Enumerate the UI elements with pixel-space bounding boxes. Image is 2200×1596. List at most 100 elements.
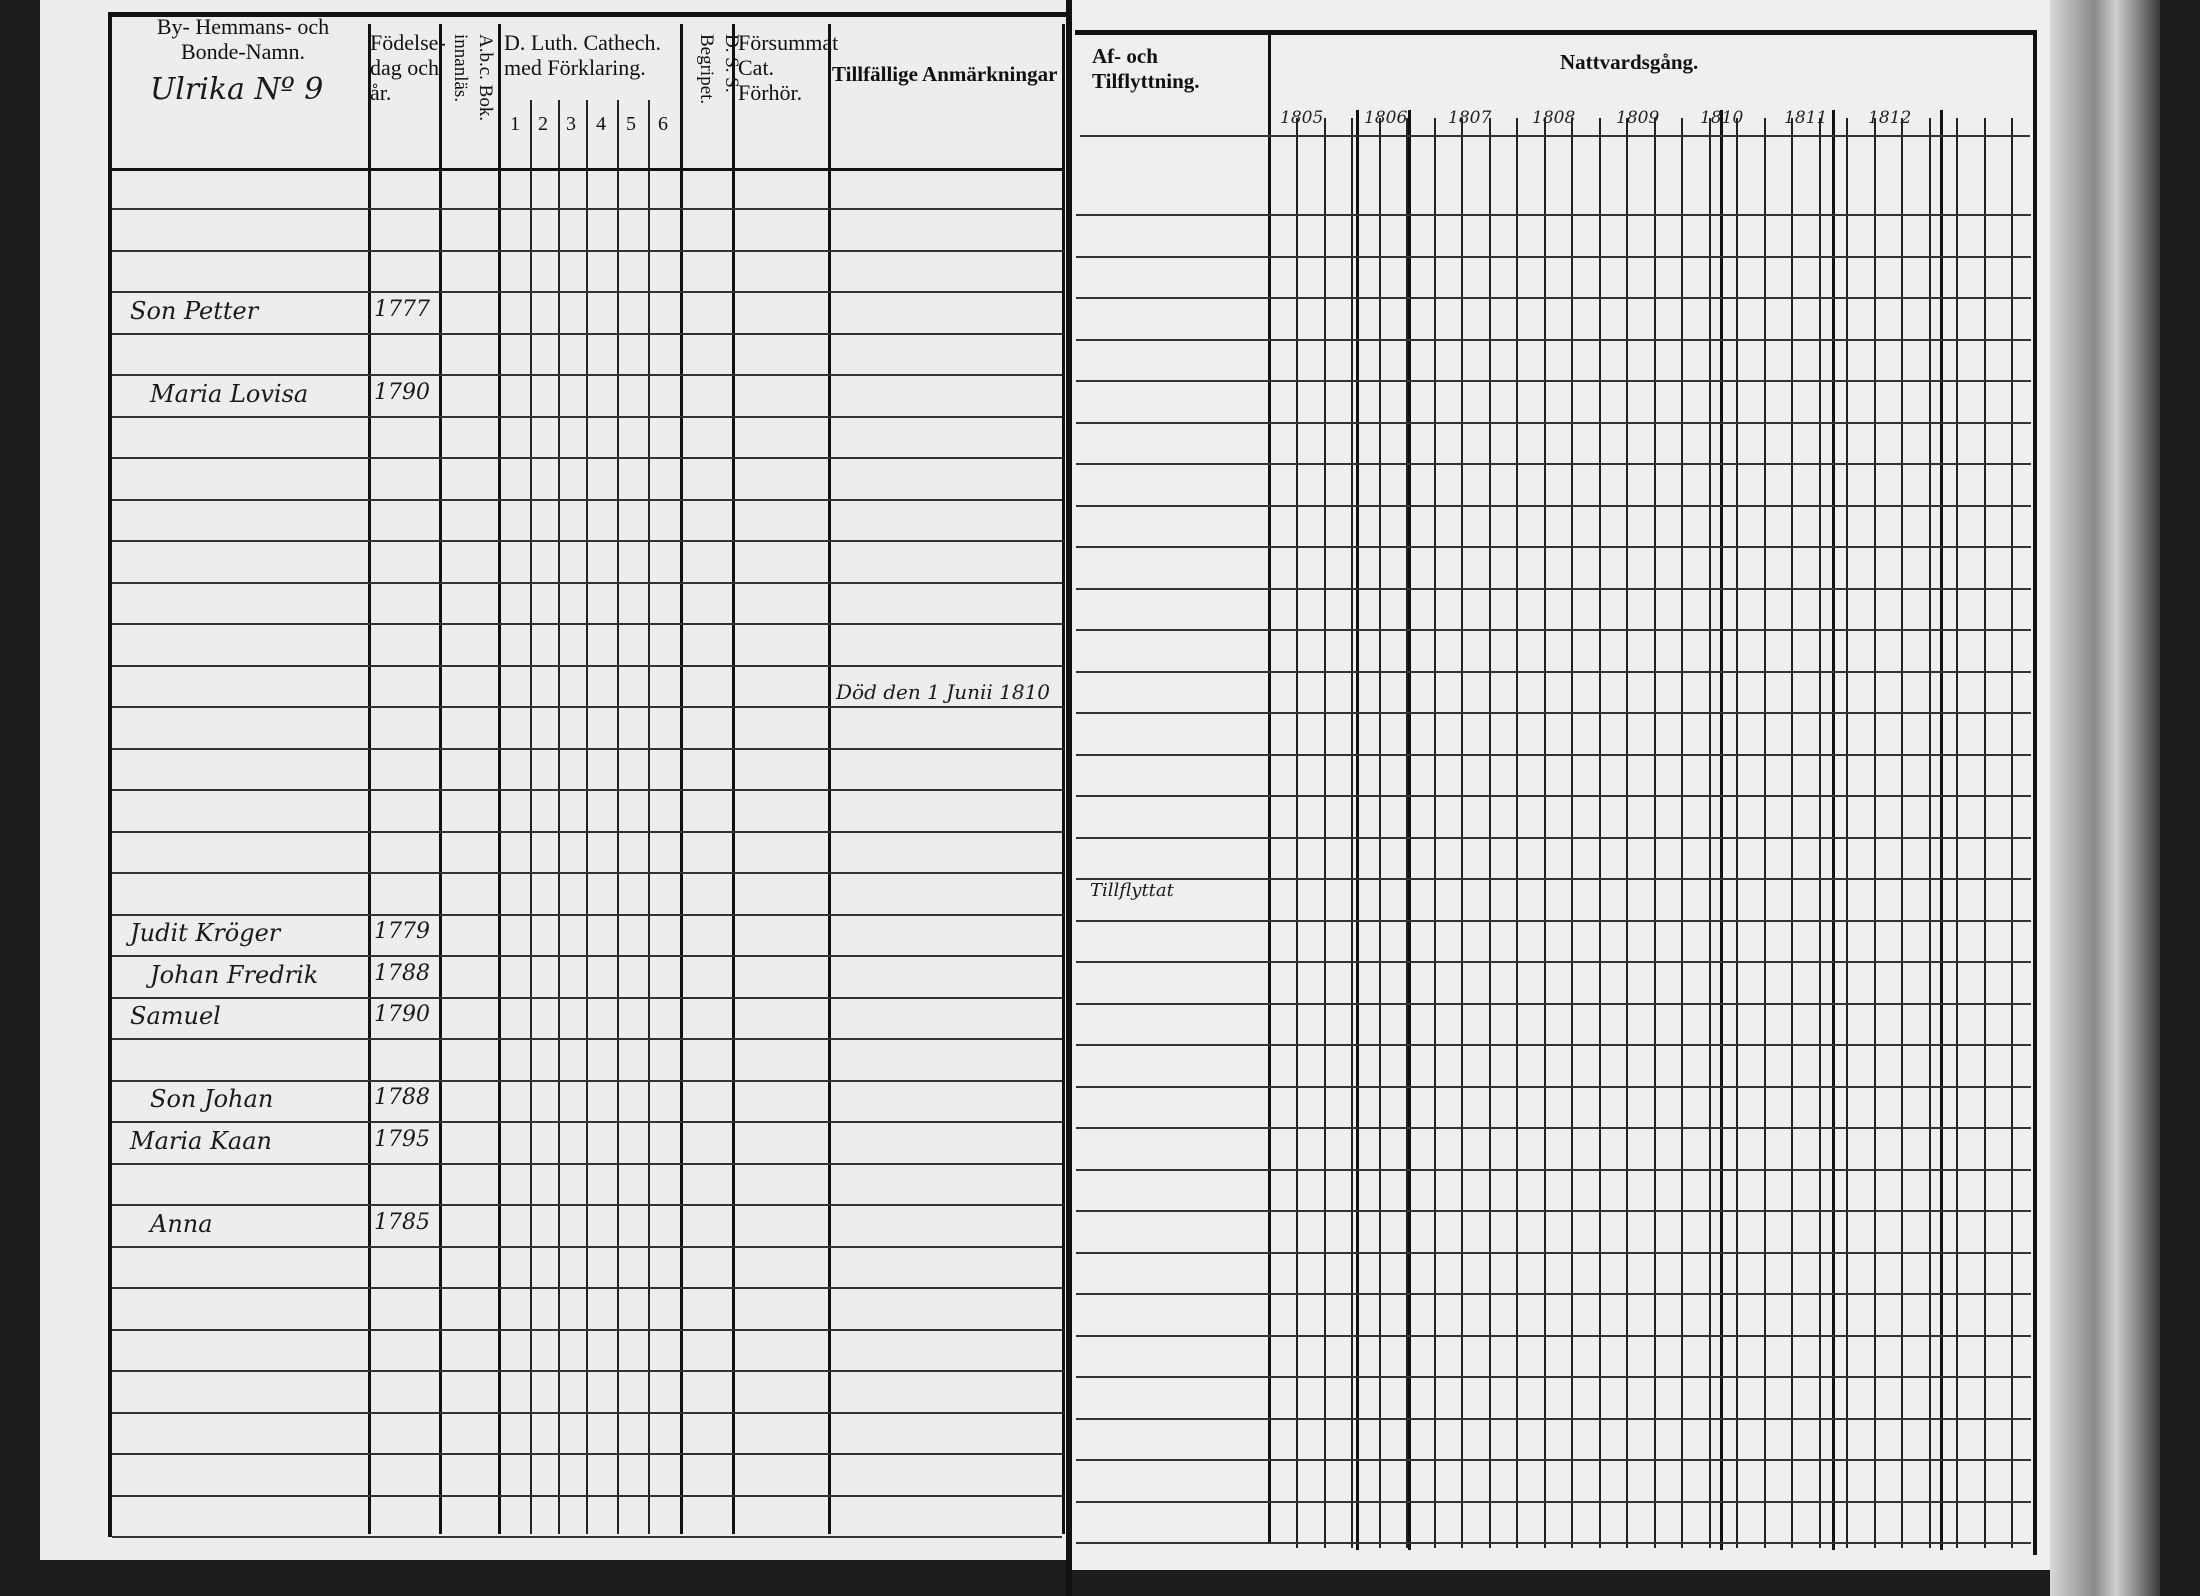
year-label: 1808 — [1532, 108, 1576, 128]
column-line — [1062, 24, 1065, 1534]
year-label: 1805 — [1280, 108, 1324, 128]
entry-name: Son Johan — [150, 1085, 274, 1113]
top-border — [1075, 30, 2035, 35]
column-line — [1516, 118, 1518, 1548]
entry-birth-year: 1788 — [374, 961, 430, 986]
column-line — [1720, 110, 1723, 1550]
header-catech: D. Luth. Cathech. med Förklaring. — [504, 30, 662, 80]
column-line — [1940, 110, 1943, 1550]
row-line — [112, 789, 1062, 791]
column-line — [1406, 118, 1408, 1548]
header-dss: D. S. S. Begripet. — [696, 34, 742, 105]
row-line — [1076, 920, 2031, 922]
column-line — [2011, 118, 2013, 1548]
header-abc: A.b.c. Bok. innanläs. — [450, 34, 496, 122]
header-forsummat: Försummat Cat. Förhör. — [738, 30, 839, 105]
row-line — [1076, 1252, 2031, 1254]
row-line — [112, 1246, 1062, 1248]
left-border — [108, 12, 112, 1537]
row-line — [112, 955, 1062, 957]
row-line — [112, 1080, 1062, 1082]
header-anmarkningar: Tillfällige Anmärkningar — [832, 62, 1058, 86]
row-line — [1076, 1376, 2031, 1378]
row-line — [1076, 1542, 2031, 1544]
column-line — [828, 24, 831, 1534]
row-line — [112, 872, 1062, 874]
entry-birth-year: 1785 — [374, 1210, 430, 1235]
row-line — [112, 416, 1062, 418]
year-label: 1807 — [1448, 108, 1492, 128]
year-label: 1810 — [1700, 108, 1744, 128]
row-line — [1076, 1044, 2031, 1046]
header-rule — [1080, 135, 2030, 137]
column-line — [648, 100, 650, 1534]
year-label: 1809 — [1616, 108, 1660, 128]
entry-birth-year: 1777 — [374, 297, 430, 322]
row-line — [1076, 1210, 2031, 1212]
row-line — [1076, 380, 2031, 382]
header-rule — [112, 168, 1062, 171]
column-line — [617, 100, 619, 1534]
column-line — [1268, 34, 1271, 1544]
entry-name: Samuel — [130, 1002, 221, 1030]
column-line — [1324, 118, 1326, 1548]
row-line — [112, 1453, 1062, 1455]
column-line — [1901, 118, 1903, 1548]
right-page — [1070, 0, 2070, 1570]
row-line — [112, 374, 1062, 376]
row-line — [1076, 546, 2031, 548]
row-line — [1076, 214, 2031, 216]
row-line — [1076, 422, 2031, 424]
column-line — [1709, 118, 1711, 1548]
header-flyttning: Af- och Tilflyttning. — [1092, 44, 1200, 93]
row-line — [112, 333, 1062, 335]
handwritten-heading: Ulrika Nº 9 — [150, 72, 324, 107]
book-spine — [1066, 0, 1072, 1596]
column-line — [1434, 118, 1436, 1548]
column-line — [1626, 118, 1628, 1548]
column-line — [680, 24, 683, 1534]
column-line — [1544, 118, 1546, 1548]
column-line — [1846, 118, 1848, 1548]
row-line — [112, 582, 1062, 584]
row-line — [112, 1412, 1062, 1414]
row-line — [112, 665, 1062, 667]
row-line — [1076, 1459, 2031, 1461]
row-line — [112, 1121, 1062, 1123]
row-line — [112, 499, 1062, 501]
row-line — [112, 1329, 1062, 1331]
column-line — [439, 24, 442, 1534]
column-line — [1356, 110, 1359, 1550]
row-line — [112, 1163, 1062, 1165]
entry-birth-year: 1779 — [374, 919, 430, 944]
row-line — [1076, 712, 2031, 714]
column-line — [1571, 118, 1573, 1548]
row-line — [1076, 1501, 2031, 1503]
entry-birth-year: 1788 — [374, 1085, 430, 1110]
top-border — [108, 12, 1068, 17]
column-line — [558, 100, 560, 1534]
row-line — [112, 706, 1062, 708]
row-line — [1076, 878, 2031, 880]
entry-name: Johan Fredrik — [150, 961, 319, 989]
column-line — [1296, 118, 1298, 1548]
row-line — [1076, 1127, 2031, 1129]
left-page — [40, 0, 1070, 1560]
column-line — [1791, 118, 1793, 1548]
row-line — [1076, 505, 2031, 507]
entry-name: Judit Kröger — [130, 919, 281, 947]
row-line — [1076, 463, 2031, 465]
column-line — [732, 24, 735, 1534]
catech-col-1: 1 — [510, 113, 520, 135]
column-line — [1956, 118, 1958, 1548]
row-line — [112, 457, 1062, 459]
column-line — [1489, 118, 1491, 1548]
catech-col-5: 5 — [626, 113, 636, 135]
row-line — [1076, 961, 2031, 963]
row-line — [112, 1536, 1062, 1538]
entry-birth-year: 1795 — [374, 1127, 430, 1152]
row-line — [112, 1038, 1062, 1040]
column-line — [586, 100, 588, 1534]
column-line — [1764, 118, 1766, 1548]
entry-name: Maria Lovisa — [150, 380, 309, 408]
